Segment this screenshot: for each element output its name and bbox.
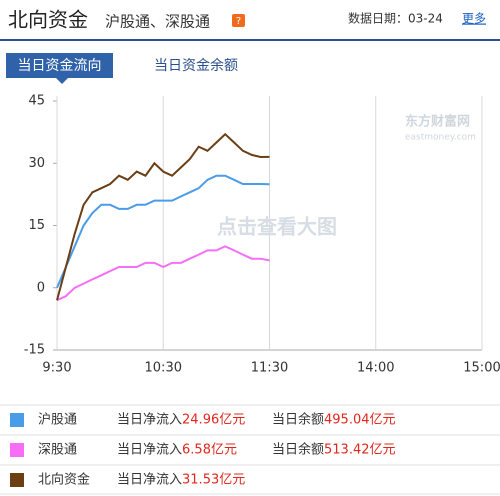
- title: 北向资金: [8, 8, 88, 32]
- series-line: [56, 132, 270, 301]
- watermark: 东方财富网: [405, 114, 470, 130]
- legend-swatch: [10, 443, 24, 457]
- balance-value: 513.42亿元: [324, 443, 396, 458]
- x-tick-label: 10:30: [145, 361, 182, 376]
- tab-active[interactable]: [6, 53, 113, 78]
- inflow-label: 当日净流入: [117, 473, 182, 488]
- x-tick-label: 11:30: [251, 361, 288, 376]
- inflow-label: 当日净流入: [117, 413, 182, 428]
- y-tick-label: -15: [24, 343, 45, 358]
- date-label: 数据日期：03-24: [348, 11, 443, 26]
- series-line: [56, 245, 270, 302]
- help-icon-bg[interactable]: [232, 14, 245, 27]
- balance-label: 当日余额: [272, 442, 324, 458]
- legend-swatch: [10, 473, 24, 487]
- tab[interactable]: 当日资金流向: [18, 58, 102, 74]
- subtitle: 沪股通、深股通: [105, 13, 210, 31]
- balance-value: 495.04亿元: [324, 413, 396, 428]
- series-line: [56, 174, 270, 289]
- inflow-value: 31.53亿元: [182, 473, 245, 488]
- tab-pointer: [56, 78, 68, 84]
- y-tick-label: 15: [28, 218, 45, 233]
- balance-label: 当日余额: [272, 412, 324, 428]
- legend-name: 深股通: [38, 443, 77, 458]
- legend-name: 北向资金: [38, 472, 90, 488]
- tab[interactable]: 当日资金余额: [154, 57, 238, 74]
- y-tick-label: 0: [37, 280, 45, 295]
- inflow-label: 当日净流入: [117, 443, 182, 458]
- watermark-sub: eastmoney.com: [405, 133, 476, 143]
- more-link[interactable]: 更多: [462, 12, 486, 26]
- help-icon[interactable]: ?: [236, 16, 241, 27]
- y-tick-label: 30: [28, 156, 45, 171]
- inflow-value: 6.58亿元: [182, 443, 237, 458]
- inflow-value: 24.96亿元: [182, 413, 245, 428]
- x-tick-label: 9:30: [42, 361, 71, 376]
- overlay-hint[interactable]: 点击查看大图: [217, 215, 337, 239]
- legend-name: 沪股通: [38, 412, 77, 428]
- legend-swatch: [10, 413, 24, 427]
- x-tick-label: 15:00: [463, 361, 500, 376]
- y-tick-label: 45: [28, 94, 45, 109]
- chart[interactable]: -15 0 15 30 45 9:30 10:30 11:30 14:00 15:00 东方财富网 e…: [24, 94, 500, 376]
- x-tick-label: 14:00: [357, 361, 394, 376]
